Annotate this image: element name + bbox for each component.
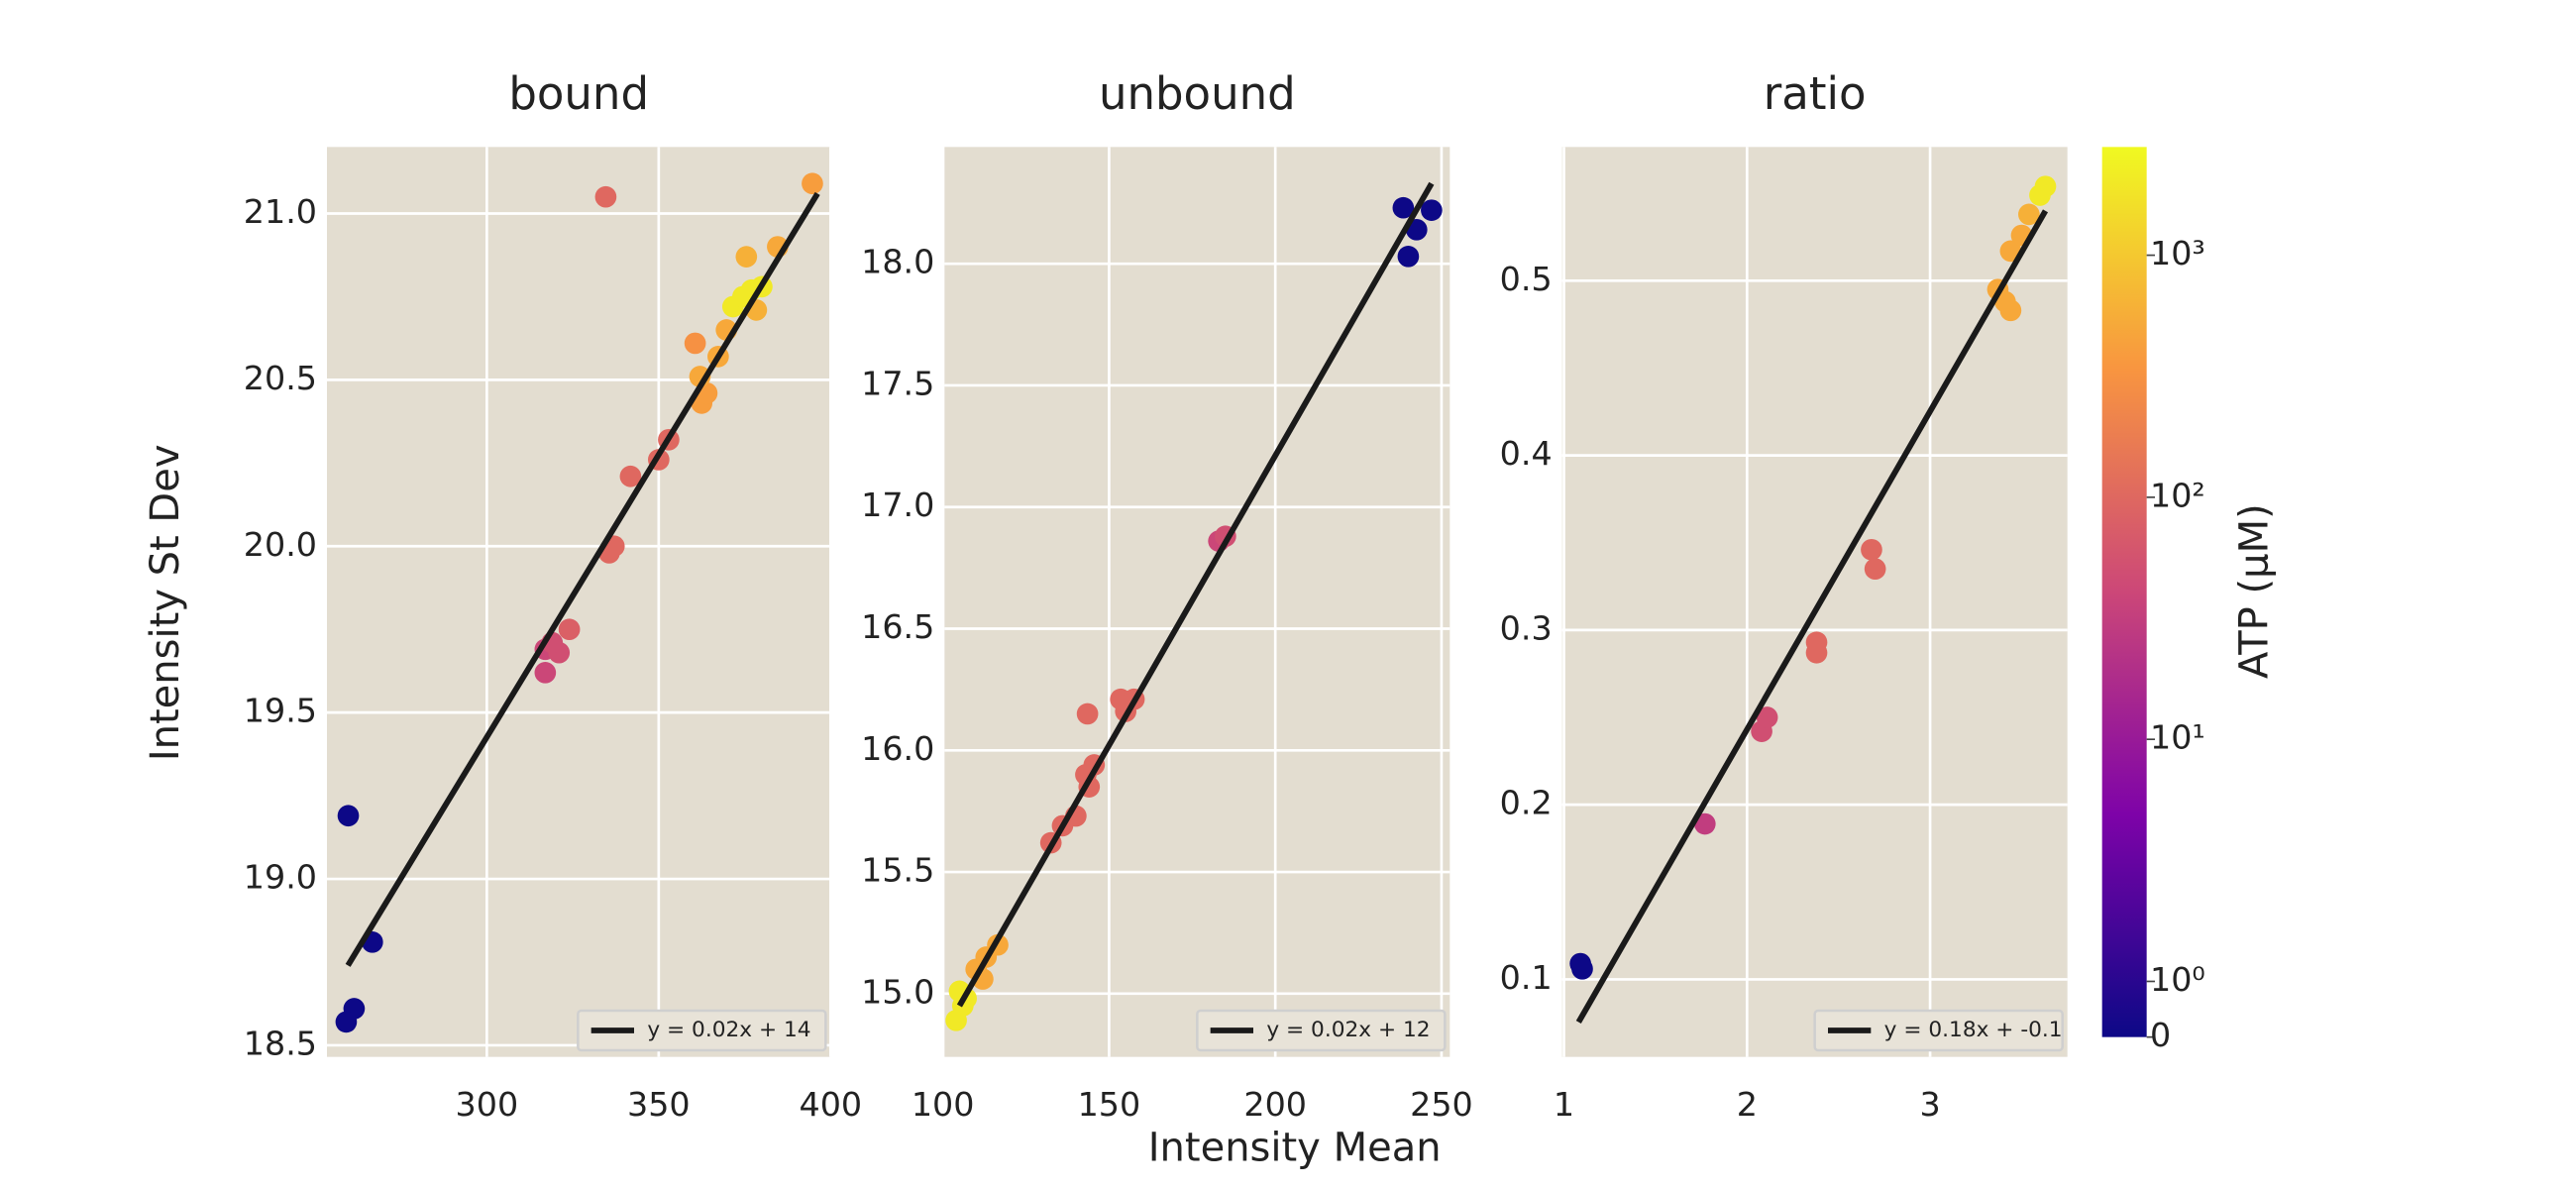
colorbar-tick-label: 10³ xyxy=(2150,234,2205,272)
x-tick-label: 250 xyxy=(1410,1085,1473,1124)
colorbar-tick-label: 10¹ xyxy=(2150,718,2205,757)
y-tick-label: 17.5 xyxy=(861,364,934,402)
point xyxy=(2034,175,2057,198)
point xyxy=(534,662,557,684)
y-tick-label: 20.0 xyxy=(244,525,317,564)
legend-box xyxy=(1813,1009,2064,1052)
y-tick-label: 16.0 xyxy=(861,729,934,768)
point xyxy=(684,332,706,355)
point xyxy=(2018,203,2040,226)
y-tick-label: 18.0 xyxy=(861,243,934,281)
y-tick-label: 15.5 xyxy=(861,851,934,890)
x-axis-label: Intensity Mean xyxy=(1148,1126,1442,1171)
point xyxy=(735,246,758,268)
colorbar xyxy=(2101,147,2147,1037)
x-tick-label: 300 xyxy=(456,1085,519,1124)
x-tick-label: 2 xyxy=(1737,1085,1758,1124)
y-tick-label: 17.0 xyxy=(861,486,934,524)
legend-box xyxy=(1196,1009,1447,1052)
y-tick-label: 0.3 xyxy=(1500,608,1553,647)
legend-label: y = 0.02x + 12 xyxy=(1266,1018,1430,1042)
point xyxy=(1421,199,1443,222)
chart-title: unbound xyxy=(1099,67,1296,120)
legend-label: y = 0.02x + 14 xyxy=(647,1018,810,1042)
point xyxy=(1693,812,1716,835)
fit-line xyxy=(345,191,820,967)
point xyxy=(1805,641,1828,664)
colorbar-tick-label: 10² xyxy=(2150,476,2205,514)
point xyxy=(1571,957,1593,980)
y-tick-label: 0.4 xyxy=(1500,434,1553,473)
point xyxy=(558,618,581,641)
y-tick-label: 19.0 xyxy=(244,858,317,897)
y-tick-label: 0.1 xyxy=(1500,958,1553,997)
x-tick-label: 150 xyxy=(1078,1085,1141,1124)
fit-line xyxy=(1575,209,2049,1025)
point xyxy=(1999,299,2022,322)
point xyxy=(1864,558,1886,581)
point xyxy=(1756,706,1778,728)
colorbar-tick-label: 10⁰ xyxy=(2150,960,2205,999)
point xyxy=(945,1010,967,1031)
y-tick-label: 15.0 xyxy=(861,972,934,1011)
y-tick-label: 20.5 xyxy=(244,359,317,397)
x-tick-label: 3 xyxy=(1919,1085,1940,1124)
point xyxy=(1397,245,1420,268)
point xyxy=(1392,196,1415,219)
chart-title: ratio xyxy=(1764,67,1867,120)
point xyxy=(1076,703,1099,725)
point xyxy=(1861,538,1882,561)
point xyxy=(619,465,642,487)
y-tick-label: 0.5 xyxy=(1500,260,1553,298)
legend-label: y = 0.18x + -0.1 xyxy=(1884,1018,2063,1042)
colorbar-label: ATP (µM) xyxy=(2231,503,2277,679)
y-tick-label: 18.5 xyxy=(244,1024,317,1062)
x-tick-label: 350 xyxy=(627,1085,691,1124)
colorbar-tick-label: 0 xyxy=(2150,1016,2171,1054)
fit-line xyxy=(956,181,1435,1008)
y-tick-label: 19.5 xyxy=(244,692,317,730)
point xyxy=(594,185,617,208)
y-axis-label: Intensity St Dev xyxy=(143,444,188,761)
y-tick-label: 0.2 xyxy=(1500,784,1553,822)
legend-box xyxy=(577,1009,827,1052)
x-tick-label: 400 xyxy=(800,1085,863,1124)
x-tick-label: 100 xyxy=(912,1085,975,1124)
x-tick-label: 200 xyxy=(1243,1085,1307,1124)
y-tick-label: 21.0 xyxy=(244,192,317,231)
x-tick-label: 1 xyxy=(1554,1085,1574,1124)
y-tick-label: 16.5 xyxy=(861,607,934,646)
chart-title: bound xyxy=(508,67,649,120)
point xyxy=(802,172,823,195)
point xyxy=(335,1011,358,1033)
point xyxy=(337,805,360,827)
